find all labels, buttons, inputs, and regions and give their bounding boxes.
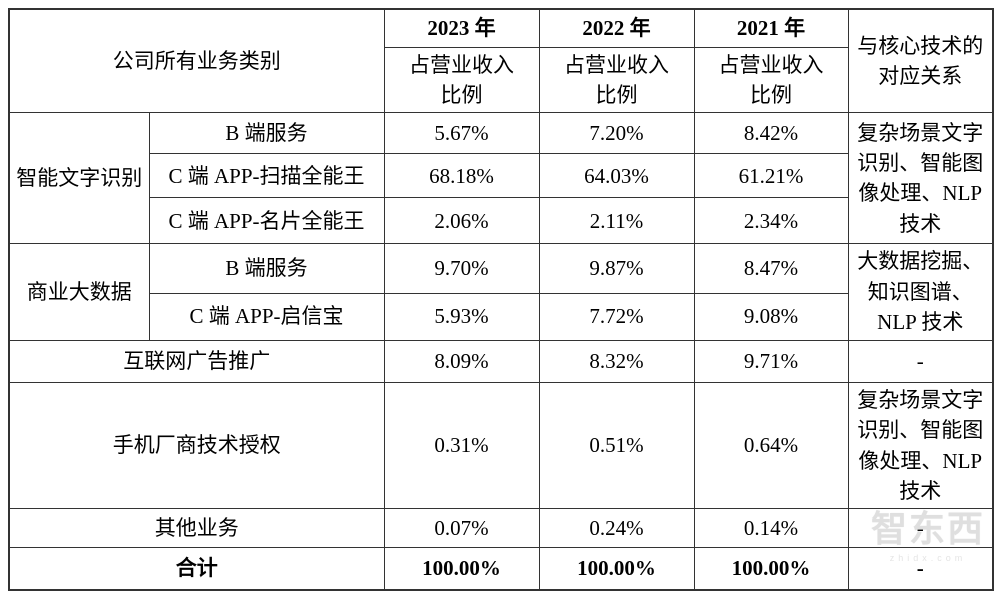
cell-group-ocr: 智能文字识别 <box>8 112 150 245</box>
cell-2023: 5.67% <box>383 112 540 155</box>
cell-2023: 0.31% <box>383 381 540 510</box>
cell-subcategory: C 端 APP-启信宝 <box>148 292 385 341</box>
table-row: 其他业务 0.07% 0.24% 0.14% - <box>8 508 994 549</box>
cell-2021: 61.21% <box>693 153 849 199</box>
cell-group-bigdata: 商业大数据 <box>8 243 150 341</box>
table-row: C 端 APP-扫描全能王 68.18% 64.03% 61.21% <box>9 153 993 199</box>
cell-tech-dash: - <box>847 508 994 549</box>
business-revenue-table: 公司所有业务类别 2023 年 2022 年 2021 年 与核心技术的对应关系… <box>8 8 994 591</box>
cell-2022: 7.20% <box>538 112 695 155</box>
header-year-2021: 2021 年 <box>693 8 849 48</box>
header-year-2023: 2023 年 <box>383 8 540 48</box>
cell-2021: 8.42% <box>693 112 849 155</box>
header-year-2022: 2022 年 <box>538 8 695 48</box>
cell-tech-dash: - <box>847 547 994 591</box>
header-category: 公司所有业务类别 <box>8 8 385 114</box>
cell-subcategory: B 端服务 <box>148 243 385 294</box>
cell-2022: 64.03% <box>538 153 695 199</box>
cell-subcategory: C 端 APP-扫描全能王 <box>148 153 385 199</box>
table-row: 手机厂商技术授权 0.31% 0.51% 0.64% 复杂场景文字识别、智能图像… <box>8 381 994 510</box>
table-row: 商业大数据 B 端服务 9.70% 9.87% 8.47% 大数据挖掘、知识图谱… <box>8 243 994 341</box>
cell-subcategory: B 端服务 <box>148 112 385 155</box>
cell-2022: 8.32% <box>538 339 695 383</box>
cell-2021: 9.08% <box>693 292 849 341</box>
cell-2022: 7.72% <box>538 292 695 341</box>
cell-2022: 9.87% <box>538 243 695 294</box>
cell-category-oem: 手机厂商技术授权 <box>8 381 385 510</box>
cell-2021: 0.64% <box>693 381 849 510</box>
cell-tech-ocr: 复杂场景文字识别、智能图像处理、NLP技术 <box>847 112 994 245</box>
cell-2022: 0.24% <box>538 508 695 549</box>
cell-2023: 9.70% <box>383 243 540 294</box>
cell-tech-bigdata-text: 大数据挖掘、知识图谱、NLP 技术 <box>857 249 984 335</box>
cell-tech-oem: 复杂场景文字识别、智能图像处理、NLP技术 <box>847 381 994 510</box>
business-revenue-table-wrap: 公司所有业务类别 2023 年 2022 年 2021 年 与核心技术的对应关系… <box>8 8 994 591</box>
header-share-2022-label: 占营业收入比例 <box>564 52 669 107</box>
cell-2023: 5.93% <box>383 292 540 341</box>
header-share-2023-label: 占营业收入比例 <box>409 52 514 107</box>
table-row: C 端 APP-启信宝 5.93% 7.72% 9.08% <box>9 292 993 341</box>
table-row-total: 合计 100.00% 100.00% 100.00% - <box>8 547 994 591</box>
header-tech-relation: 与核心技术的对应关系 <box>847 8 994 114</box>
table-row: 互联网广告推广 8.09% 8.32% 9.71% - <box>8 339 994 383</box>
cell-category-other: 其他业务 <box>8 508 385 549</box>
cell-total-label: 合计 <box>8 547 385 591</box>
header-share-2021-label: 占营业收入比例 <box>718 52 824 107</box>
cell-tech-ocr-text: 复杂场景文字识别、智能图像处理、NLP技术 <box>857 120 984 236</box>
cell-2021: 8.47% <box>693 243 849 294</box>
cell-total-2021: 100.00% <box>693 547 849 591</box>
header-share-2022: 占营业收入比例 <box>538 46 695 114</box>
cell-total-2023: 100.00% <box>383 547 540 591</box>
header-tech-relation-label: 与核心技术的对应关系 <box>857 33 984 89</box>
header-row-years: 公司所有业务类别 2023 年 2022 年 2021 年 与核心技术的对应关系 <box>8 8 994 114</box>
cell-tech-oem-text: 复杂场景文字识别、智能图像处理、NLP技术 <box>857 387 984 503</box>
cell-2021: 0.14% <box>693 508 849 549</box>
cell-total-2022: 100.00% <box>538 547 695 591</box>
cell-tech-dash: - <box>847 339 994 383</box>
header-share-2023: 占营业收入比例 <box>383 46 540 114</box>
cell-subcategory: C 端 APP-名片全能王 <box>148 197 385 245</box>
cell-tech-bigdata: 大数据挖掘、知识图谱、NLP 技术 <box>847 243 994 341</box>
cell-2022: 0.51% <box>538 381 695 510</box>
cell-category-ad: 互联网广告推广 <box>8 339 385 383</box>
table-row: 智能文字识别 B 端服务 5.67% 7.20% 8.42% 复杂场景文字识别、… <box>8 112 994 245</box>
cell-2021: 9.71% <box>693 339 849 383</box>
cell-2023: 0.07% <box>383 508 540 549</box>
cell-2023: 2.06% <box>383 197 540 245</box>
table-row: C 端 APP-名片全能王 2.06% 2.11% 2.34% <box>9 197 993 245</box>
header-share-2021: 占营业收入比例 <box>693 46 849 114</box>
cell-2023: 68.18% <box>383 153 540 199</box>
cell-2021: 2.34% <box>693 197 849 245</box>
cell-2022: 2.11% <box>538 197 695 245</box>
cell-2023: 8.09% <box>383 339 540 383</box>
